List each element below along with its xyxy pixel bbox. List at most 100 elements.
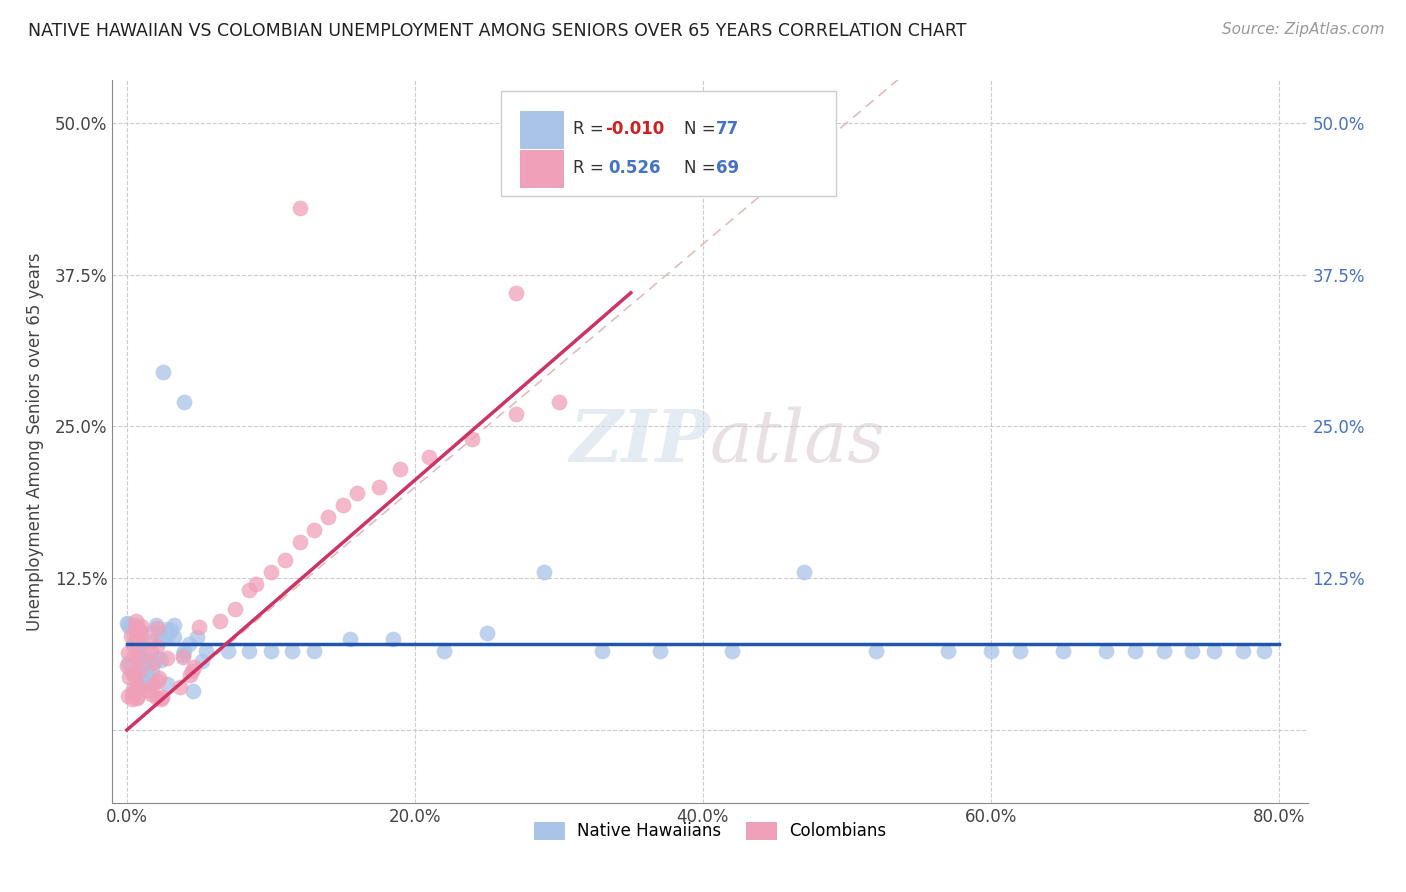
Point — [160, 623, 183, 637]
Point — [209, 614, 232, 628]
Point — [533, 565, 555, 579]
Point — [433, 644, 456, 658]
Text: 0.526: 0.526 — [609, 159, 661, 177]
FancyBboxPatch shape — [520, 150, 562, 187]
Point — [389, 462, 412, 476]
Point — [172, 648, 194, 663]
Point — [1008, 644, 1031, 658]
Point — [122, 649, 145, 664]
Point — [118, 670, 141, 684]
Point — [146, 640, 169, 654]
Point — [136, 665, 159, 679]
Point — [648, 644, 671, 658]
Point — [156, 628, 179, 642]
Point — [127, 638, 149, 652]
Point — [134, 648, 156, 663]
Point — [163, 630, 186, 644]
Point — [124, 681, 146, 695]
Point — [1052, 644, 1074, 658]
Point — [127, 680, 149, 694]
FancyBboxPatch shape — [501, 91, 835, 196]
Point — [127, 690, 149, 704]
Point — [146, 651, 169, 665]
Point — [117, 657, 139, 671]
Point — [156, 622, 179, 636]
Point — [122, 688, 145, 702]
Point — [591, 644, 613, 658]
Point — [117, 616, 139, 631]
Text: Source: ZipAtlas.com: Source: ZipAtlas.com — [1222, 22, 1385, 37]
Point — [288, 201, 311, 215]
Point — [179, 667, 201, 681]
Point — [238, 583, 260, 598]
Point — [150, 690, 173, 705]
Point — [128, 664, 150, 678]
Point — [124, 636, 146, 650]
Point — [141, 674, 163, 689]
Point — [505, 285, 527, 300]
Point — [1153, 644, 1175, 658]
Point — [142, 678, 165, 692]
Point — [128, 624, 150, 638]
Point — [177, 637, 200, 651]
Point — [125, 629, 148, 643]
Point — [865, 644, 887, 658]
Point — [129, 624, 152, 639]
Point — [936, 644, 959, 658]
Point — [129, 619, 152, 633]
Point — [180, 664, 202, 678]
Point — [169, 680, 191, 694]
Point — [146, 621, 169, 635]
Point — [153, 628, 176, 642]
Point — [238, 644, 260, 658]
Point — [281, 644, 304, 658]
Point — [139, 687, 162, 701]
Point — [418, 450, 440, 464]
Point — [302, 644, 325, 658]
Point — [157, 624, 180, 639]
Point — [1253, 644, 1275, 658]
Point — [120, 629, 142, 643]
Point — [145, 690, 167, 705]
Point — [131, 656, 153, 670]
Point — [131, 661, 153, 675]
Point — [127, 680, 149, 694]
Point — [152, 365, 174, 379]
Point — [142, 653, 165, 667]
Point — [332, 498, 354, 512]
Text: N =: N = — [683, 120, 721, 138]
Point — [1202, 644, 1225, 658]
Point — [146, 673, 169, 688]
Point — [367, 480, 389, 494]
Point — [121, 692, 143, 706]
Legend: Native Hawaiians, Colombians: Native Hawaiians, Colombians — [526, 814, 894, 848]
Point — [150, 653, 173, 667]
Point — [124, 614, 146, 628]
Point — [720, 644, 742, 658]
Point — [128, 651, 150, 665]
Point — [187, 620, 209, 634]
Point — [139, 644, 162, 658]
Point — [260, 644, 283, 658]
Text: 69: 69 — [716, 159, 740, 177]
Point — [139, 634, 162, 648]
Point — [1232, 644, 1254, 658]
Point — [127, 627, 149, 641]
Point — [124, 618, 146, 632]
Point — [346, 486, 368, 500]
Text: -0.010: -0.010 — [605, 120, 664, 138]
Point — [117, 646, 139, 660]
Point — [274, 553, 297, 567]
Text: R =: R = — [572, 120, 609, 138]
Y-axis label: Unemployment Among Seniors over 65 years: Unemployment Among Seniors over 65 years — [25, 252, 44, 631]
Point — [461, 432, 484, 446]
Point — [124, 671, 146, 685]
Point — [122, 681, 145, 696]
Point — [181, 683, 204, 698]
Point — [382, 632, 405, 646]
Point — [172, 650, 194, 665]
Point — [148, 671, 170, 685]
Point — [122, 666, 145, 681]
Point — [793, 565, 815, 579]
Text: NATIVE HAWAIIAN VS COLOMBIAN UNEMPLOYMENT AMONG SENIORS OVER 65 YEARS CORRELATIO: NATIVE HAWAIIAN VS COLOMBIAN UNEMPLOYMEN… — [28, 22, 966, 40]
